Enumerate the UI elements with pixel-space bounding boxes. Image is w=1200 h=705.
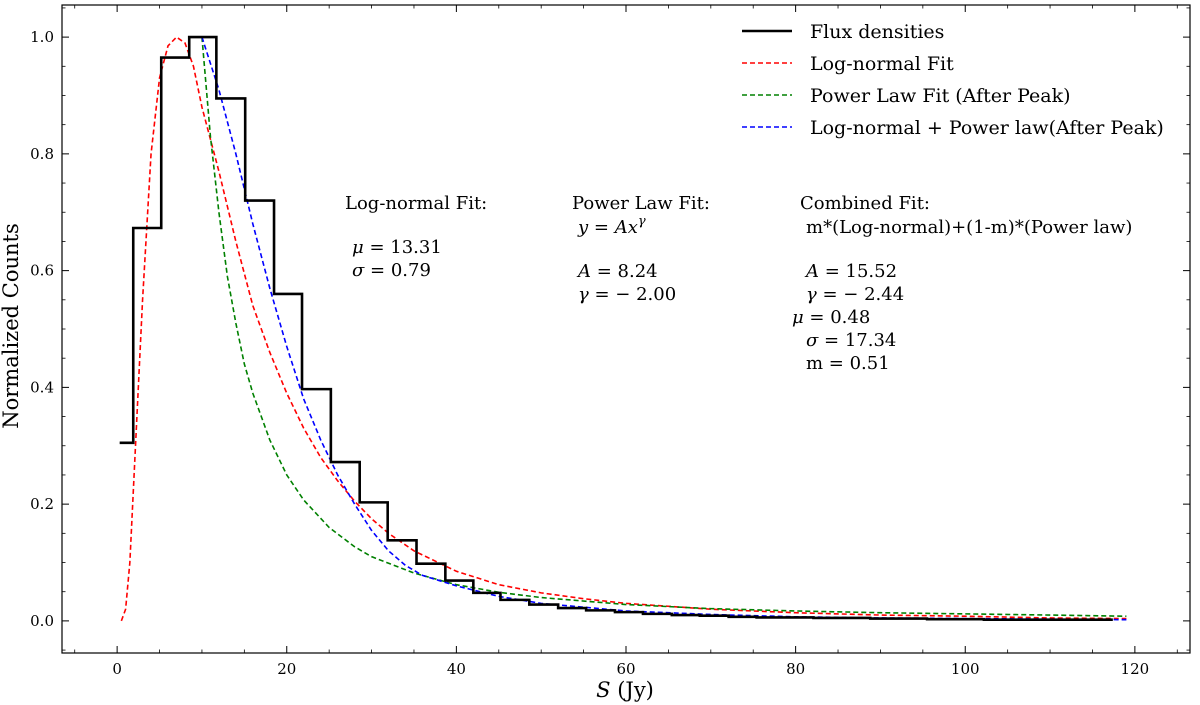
x-tick-label: 0 [112, 660, 122, 678]
axis-ticks [62, 5, 1190, 653]
annotation-combined-sigma: σ = 17.34 [806, 330, 896, 351]
legend-label-flux: Flux densities [810, 21, 944, 43]
annotation-combined: Combined Fit: m*(Log-normal)+(1-m)*(Powe… [792, 193, 1132, 374]
annotation-combined-mu: μ = 0.48 [792, 307, 870, 328]
legend-label-lognormal: Log-normal Fit [810, 53, 954, 75]
y-axis-title: Normalized Counts [0, 223, 23, 429]
annotation-lognormal-sigma: σ = 0.79 [352, 260, 431, 281]
tick-labels: 0 20 40 60 80 100 120 0.0 0.2 0.4 0.6 0.8 1.0 [30, 28, 1149, 678]
annotation-combined-A: A = 15.52 [804, 261, 897, 282]
y-tick-label: 0.4 [30, 378, 54, 396]
x-tick-label: 100 [951, 660, 980, 678]
x-tick-label: 80 [786, 660, 805, 678]
annotation-combined-gamma: γ = − 2.44 [806, 284, 904, 305]
x-tick-label: 40 [447, 660, 466, 678]
annotation-combined-formula: m*(Log-normal)+(1-m)*(Power law) [806, 217, 1132, 238]
plot-frame [61, 4, 1191, 654]
y-tick-label: 0.0 [30, 612, 54, 630]
y-tick-label: 1.0 [30, 28, 54, 46]
y-tick-label: 0.6 [30, 262, 54, 280]
y-tick-label: 0.2 [30, 495, 54, 513]
annotation-powerlaw-title: Power Law Fit: [572, 193, 710, 214]
x-tick-label: 60 [616, 660, 635, 678]
series-layer [119, 35, 1127, 622]
annotation-powerlaw-A: A = 8.24 [576, 261, 658, 282]
x-tick-label: 20 [277, 660, 296, 678]
legend-label-combined: Log-normal + Power law(After Peak) [810, 117, 1164, 139]
y-tick-label: 0.8 [30, 145, 54, 163]
legend: Flux densities Log-normal Fit Power Law … [742, 21, 1164, 139]
annotation-combined-title: Combined Fit: [800, 193, 930, 214]
annotation-powerlaw: Power Law Fit: y = Axγ A = 8.24 γ = − 2.… [572, 193, 710, 305]
annotation-lognormal-title: Log-normal Fit: [345, 193, 487, 214]
annotation-lognormal: Log-normal Fit: μ = 13.31 σ = 0.79 [345, 193, 487, 281]
annotation-lognormal-mu: μ = 13.31 [352, 237, 442, 258]
annotation-powerlaw-gamma: γ = − 2.00 [578, 284, 676, 305]
annotation-powerlaw-formula: y = Axγ [577, 214, 646, 238]
series-flux-densities [119, 35, 1113, 622]
series-powerlaw-fit [201, 37, 1127, 618]
legend-label-powerlaw: Power Law Fit (After Peak) [810, 85, 1071, 107]
x-axis-title: S (Jy) [596, 678, 654, 702]
annotation-combined-m: m = 0.51 [806, 353, 890, 374]
x-tick-label: 120 [1121, 660, 1150, 678]
